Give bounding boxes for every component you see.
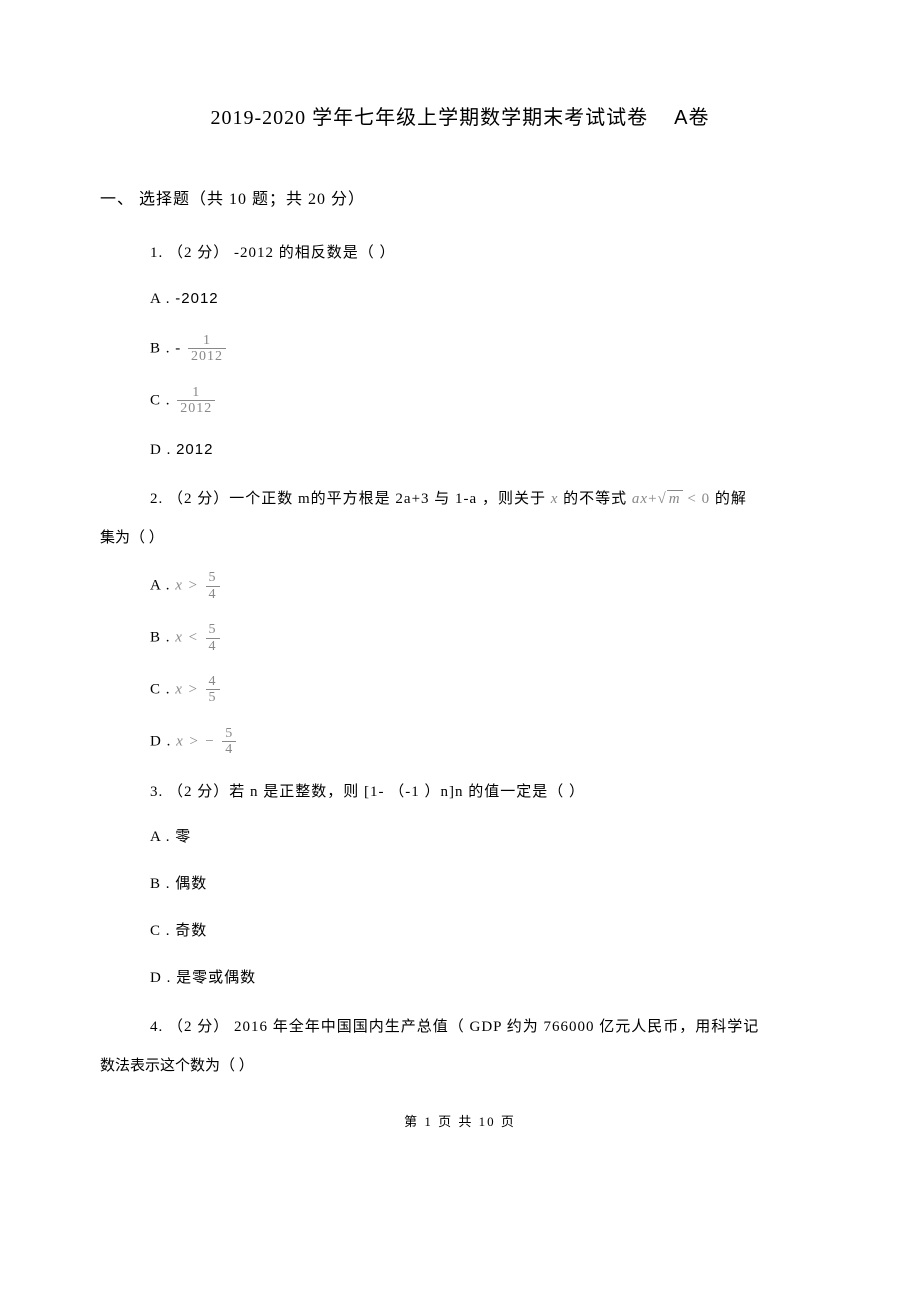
title-main: 2019-2020 学年七年级上学期数学期末考试试卷 [210,107,648,129]
question-4: 4. （2 分） 2016 年全年中国国内生产总值（ GDP 约为 766000… [100,1014,820,1080]
q2-option-d: D . x > − 54 [150,726,820,758]
q1-option-b: B . - 12012 [150,333,820,365]
q2-option-a: A . x > 54 [150,570,820,602]
q3-option-b: B . 偶数 [150,871,820,898]
q1-option-d: D . 2012 [150,436,820,464]
q1-text: 1. （2 分） -2012 的相反数是（ ） [150,240,820,267]
q2-option-c: C . x > 45 [150,674,820,706]
q2-text: 2. （2 分）一个正数 m的平方根是 2a+3 与 1-a ，则关于 x 的不… [100,486,820,513]
question-2: 2. （2 分）一个正数 m的平方根是 2a+3 与 1-a ，则关于 x 的不… [100,486,820,757]
q2-option-b: B . x < 54 [150,622,820,654]
section-header: 一、 选择题（共 10 题；共 20 分） [100,186,820,215]
q3-option-d: D . 是零或偶数 [150,965,820,992]
q1-option-a: A . -2012 [150,285,820,313]
q1-option-c: C . 12012 [150,385,820,417]
q4-text: 4. （2 分） 2016 年全年中国国内生产总值（ GDP 约为 766000… [100,1014,820,1041]
q3-text: 3. （2 分）若 n 是正整数，则 [1- （-1 ）n]n 的值一定是（ ） [150,779,820,806]
question-1: 1. （2 分） -2012 的相反数是（ ） A . -2012 B . - … [100,240,820,465]
page-footer: 第 1 页 共 10 页 [100,1110,820,1133]
q4-text-cont: 数法表示这个数为（ ） [100,1053,820,1080]
q3-option-a: A . 零 [150,824,820,851]
question-3: 3. （2 分）若 n 是正整数，则 [1- （-1 ）n]n 的值一定是（ ）… [100,779,820,992]
page-title: 2019-2020 学年七年级上学期数学期末考试试卷 A卷 [100,100,820,136]
q2-text-cont: 集为（ ） [100,525,820,552]
q3-option-c: C . 奇数 [150,918,820,945]
title-label: A卷 [674,107,709,129]
